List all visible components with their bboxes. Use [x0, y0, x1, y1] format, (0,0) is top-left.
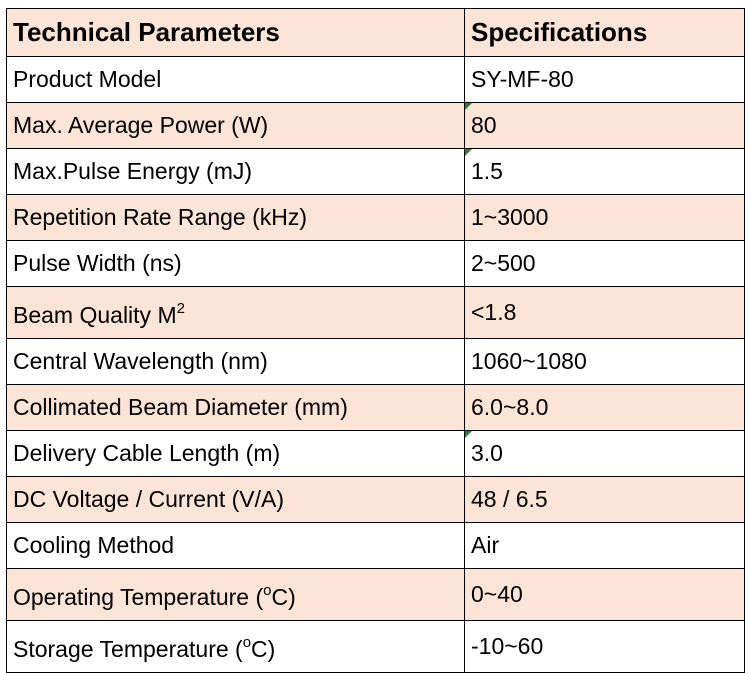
param-text: Operating Temperature ( [13, 584, 264, 610]
param-collimated-beam-diameter: Collimated Beam Diameter (mm) [6, 384, 465, 431]
value-storage-temperature: -10~60 [464, 620, 745, 673]
value-product-model: SY-MF-80 [464, 56, 745, 103]
comment-marker-icon [465, 103, 472, 110]
value-max-pulse-energy: 1.5 [464, 148, 745, 195]
value-text: 3.0 [471, 440, 503, 466]
param-text: Beam Quality M [13, 302, 177, 328]
table-row: Central Wavelength (nm) 1060~1080 [6, 338, 745, 385]
comment-marker-icon [465, 431, 472, 438]
value-cooling-method: Air [464, 522, 745, 569]
param-product-model: Product Model [6, 56, 465, 103]
superscript: o [242, 634, 252, 651]
param-operating-temperature: Operating Temperature (oC) [6, 568, 465, 621]
table-row: Operating Temperature (oC) 0~40 [6, 568, 745, 621]
table-row: Storage Temperature (oC) -10~60 [6, 620, 745, 673]
table-row: Pulse Width (ns) 2~500 [6, 240, 745, 287]
table-row: Max.Pulse Energy (mJ) 1.5 [6, 148, 745, 195]
superscript: 2 [176, 300, 185, 317]
param-pulse-width: Pulse Width (ns) [6, 240, 465, 287]
param-dc-voltage-current: DC Voltage / Current (V/A) [6, 476, 465, 523]
superscript: o [263, 582, 272, 599]
param-storage-temperature: Storage Temperature (oC) [6, 620, 465, 673]
value-central-wavelength: 1060~1080 [464, 338, 745, 385]
table-row: Delivery Cable Length (m) 3.0 [6, 430, 745, 477]
comment-marker-icon [465, 149, 472, 156]
param-repetition-rate-range: Repetition Rate Range (kHz) [6, 194, 465, 241]
param-beam-quality: Beam Quality M2 [6, 286, 465, 339]
table-row: Beam Quality M2 <1.8 [6, 286, 745, 339]
table-row: DC Voltage / Current (V/A) 48 / 6.5 [6, 476, 745, 523]
table-row: Cooling Method Air [6, 522, 745, 569]
param-max-pulse-energy: Max.Pulse Energy (mJ) [6, 148, 465, 195]
value-text: 1.5 [471, 158, 503, 184]
param-text: Storage Temperature ( [13, 636, 243, 662]
param-suffix: C) [251, 636, 276, 662]
table-row: Max. Average Power (W) 80 [6, 102, 745, 149]
header-technical-parameters: Technical Parameters [6, 8, 465, 57]
value-repetition-rate-range: 1~3000 [464, 194, 745, 241]
value-operating-temperature: 0~40 [464, 568, 745, 621]
param-suffix: C) [271, 584, 296, 610]
value-beam-quality: <1.8 [464, 286, 745, 339]
param-max-average-power: Max. Average Power (W) [6, 102, 465, 149]
table-row: Repetition Rate Range (kHz) 1~3000 [6, 194, 745, 241]
value-collimated-beam-diameter: 6.0~8.0 [464, 384, 745, 431]
value-text: 80 [471, 112, 497, 138]
table-row: Collimated Beam Diameter (mm) 6.0~8.0 [6, 384, 745, 431]
value-dc-voltage-current: 48 / 6.5 [464, 476, 745, 523]
param-cooling-method: Cooling Method [6, 522, 465, 569]
table-row: Product Model SY-MF-80 [6, 56, 745, 103]
param-central-wavelength: Central Wavelength (nm) [6, 338, 465, 385]
value-max-average-power: 80 [464, 102, 745, 149]
value-delivery-cable-length: 3.0 [464, 430, 745, 477]
spec-table: Technical Parameters Specifications Prod… [6, 8, 745, 673]
param-delivery-cable-length: Delivery Cable Length (m) [6, 430, 465, 477]
value-pulse-width: 2~500 [464, 240, 745, 287]
table-header-row: Technical Parameters Specifications [6, 8, 745, 57]
header-specifications: Specifications [464, 8, 745, 57]
